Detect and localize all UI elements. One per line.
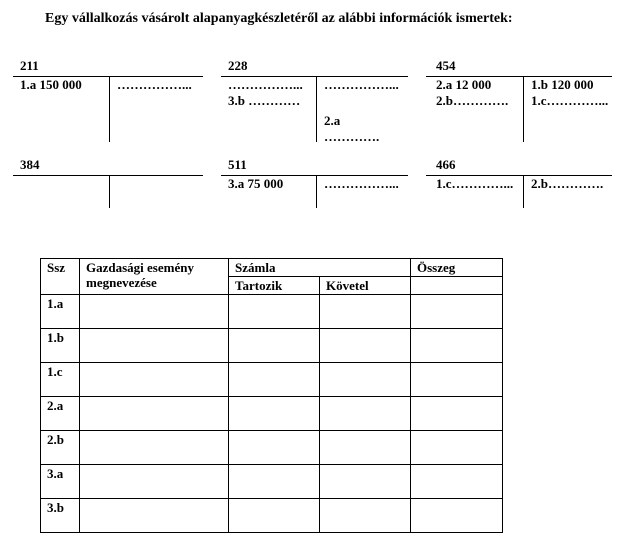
debit-entry: 2.b………….	[436, 93, 509, 108]
account-number: 454	[436, 58, 456, 73]
account-number: 228	[228, 58, 248, 73]
debit-entry: 3.a 75 000	[228, 176, 284, 191]
row-ssz: 3.b	[40, 498, 80, 533]
cell-event[interactable]	[79, 328, 229, 363]
cell-credit[interactable]	[319, 328, 411, 363]
cell-event[interactable]	[79, 464, 229, 499]
row-ssz: 1.a	[40, 294, 80, 329]
row-ssz: 1.b	[40, 328, 80, 363]
cell-event[interactable]	[79, 294, 229, 329]
cell-debit[interactable]	[228, 498, 320, 533]
t-account-vline	[523, 76, 524, 142]
table-row: 3.a	[40, 464, 503, 499]
cell-credit[interactable]	[319, 396, 411, 431]
table-row: 2.b	[40, 430, 503, 465]
account-number: 211	[20, 58, 39, 73]
t-account-vline	[316, 175, 317, 208]
row-ssz: 1.c	[40, 362, 80, 397]
credit-entry: ……………...	[324, 176, 399, 191]
cell-event[interactable]	[79, 362, 229, 397]
header-credit: Követel	[319, 276, 411, 295]
debit-entry: ……………...	[228, 77, 303, 92]
header-amount-blank	[410, 276, 503, 295]
cell-amount[interactable]	[410, 328, 503, 363]
header-amount: Összeg	[410, 258, 503, 277]
cell-event[interactable]	[79, 430, 229, 465]
credit-entry: 2.a	[324, 113, 341, 128]
t-account-hline	[13, 175, 203, 176]
t-account-hline	[221, 76, 408, 77]
credit-entry: 1.c…………...	[531, 93, 609, 108]
cell-credit[interactable]	[319, 498, 411, 533]
header-debit: Tartozik	[228, 276, 320, 295]
t-account-hline	[13, 76, 203, 77]
cell-amount[interactable]	[410, 294, 503, 329]
cell-event[interactable]	[79, 396, 229, 431]
table-row: 3.b	[40, 498, 503, 533]
table-row: 1.c	[40, 362, 503, 397]
credit-entry: ……………...	[324, 77, 399, 92]
header-event: Gazdasági esemény megnevezése	[79, 258, 229, 295]
cell-amount[interactable]	[410, 498, 503, 533]
journal-table: Ssz Gazdasági esemény megnevezése Számla…	[40, 258, 503, 533]
debit-entry: 2.a 12 000	[436, 77, 492, 92]
cell-amount[interactable]	[410, 362, 503, 397]
t-account-vline	[109, 175, 110, 208]
credit-entry: 2.b………….	[531, 176, 604, 191]
cell-credit[interactable]	[319, 464, 411, 499]
account-number: 511	[228, 157, 247, 172]
account-number: 466	[436, 157, 456, 172]
page-title: Egy vállalkozás vásárolt alapanyagkészle…	[45, 11, 513, 26]
table-row: 1.a	[40, 294, 503, 329]
t-account-hline	[221, 175, 408, 176]
cell-debit[interactable]	[228, 328, 320, 363]
cell-debit[interactable]	[228, 464, 320, 499]
account-number: 384	[20, 157, 40, 172]
cell-debit[interactable]	[228, 396, 320, 431]
t-account-hline	[426, 175, 612, 176]
cell-credit[interactable]	[319, 362, 411, 397]
t-account-vline	[316, 76, 317, 142]
credit-entry: ………….	[324, 129, 380, 144]
t-account-vline	[523, 175, 524, 208]
debit-entry: 1.a 150 000	[20, 77, 82, 92]
header-ssz: Ssz	[40, 258, 80, 295]
cell-amount[interactable]	[410, 464, 503, 499]
t-account-vline	[109, 76, 110, 142]
cell-debit[interactable]	[228, 294, 320, 329]
row-ssz: 2.b	[40, 430, 80, 465]
cell-debit[interactable]	[228, 430, 320, 465]
table-row: 1.b	[40, 328, 503, 363]
row-ssz: 2.a	[40, 396, 80, 431]
cell-amount[interactable]	[410, 430, 503, 465]
credit-entry: ……………...	[117, 77, 192, 92]
row-ssz: 3.a	[40, 464, 80, 499]
cell-amount[interactable]	[410, 396, 503, 431]
t-account-hline	[426, 76, 612, 77]
cell-credit[interactable]	[319, 294, 411, 329]
credit-entry: 1.b 120 000	[531, 77, 594, 92]
debit-entry: 1.c…………...	[436, 176, 514, 191]
cell-event[interactable]	[79, 498, 229, 533]
cell-credit[interactable]	[319, 430, 411, 465]
cell-debit[interactable]	[228, 362, 320, 397]
table-row: 2.a	[40, 396, 503, 431]
debit-entry: 3.b …………	[228, 93, 301, 108]
header-account: Számla	[228, 258, 411, 277]
